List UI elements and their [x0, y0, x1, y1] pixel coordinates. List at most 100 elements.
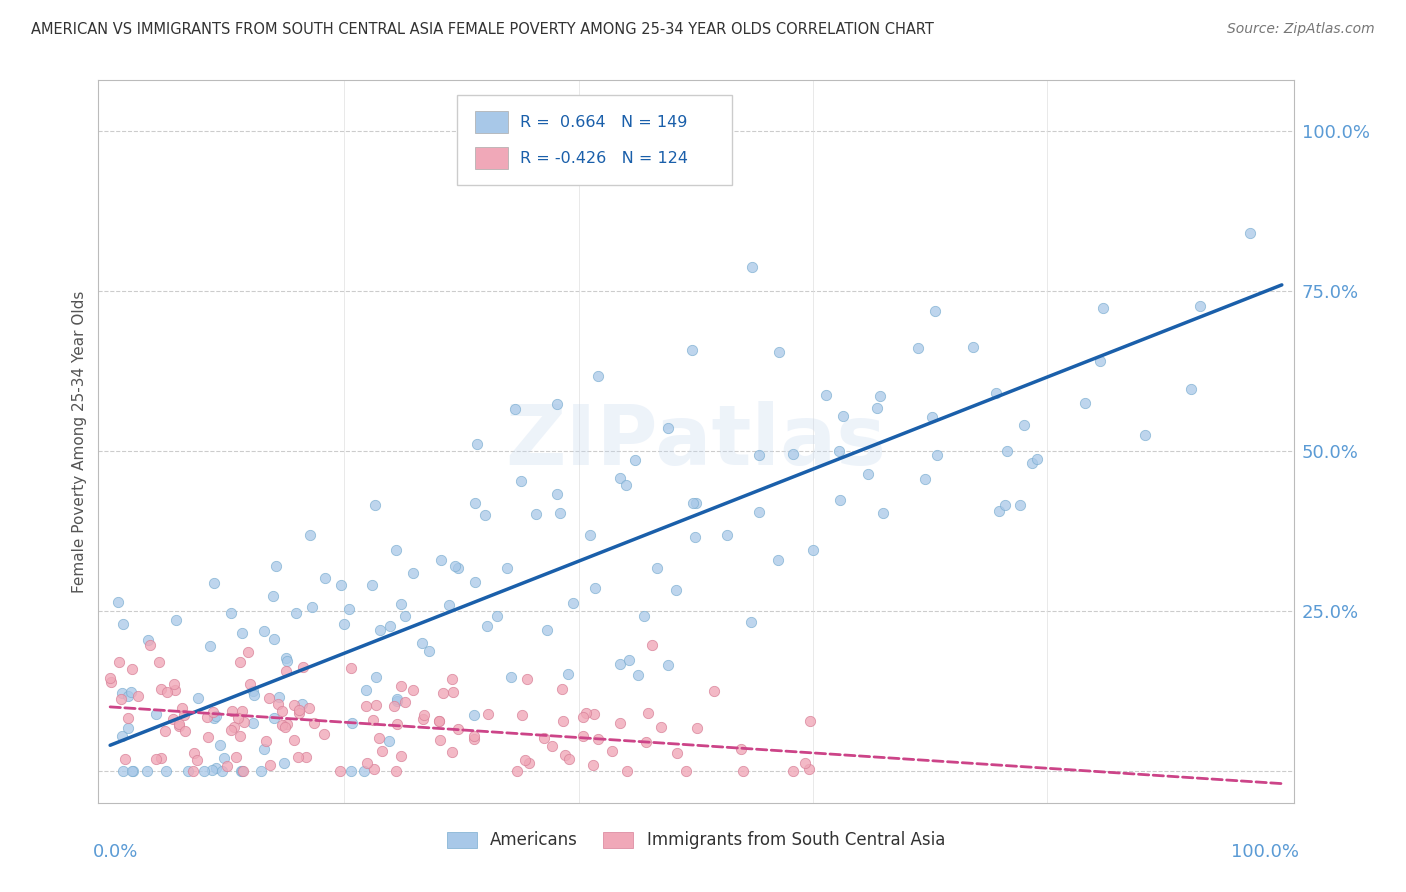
Point: [136, 764, 159, 778]
Point: [927, 448, 949, 462]
Point: [356, 756, 378, 770]
Point: [609, 657, 631, 671]
Point: [242, 688, 264, 702]
Point: [782, 764, 804, 778]
Point: [517, 756, 540, 770]
Point: [583, 706, 606, 721]
Point: [340, 716, 363, 731]
Point: [474, 508, 496, 523]
Point: [499, 670, 522, 684]
Text: R =  0.664   N = 149: R = 0.664 N = 149: [520, 115, 688, 129]
Point: [353, 764, 375, 778]
Point: [741, 260, 763, 275]
Point: [394, 608, 416, 623]
Point: [510, 708, 533, 723]
Point: [174, 723, 197, 738]
Point: [1239, 226, 1261, 240]
Point: [110, 692, 132, 706]
Point: [634, 735, 657, 749]
Point: [831, 409, 853, 424]
Point: [121, 764, 143, 778]
Point: [283, 698, 305, 712]
Point: [225, 749, 247, 764]
Point: [799, 762, 821, 776]
Point: [432, 686, 454, 700]
Point: [586, 369, 609, 384]
Point: [907, 341, 929, 355]
Point: [801, 542, 824, 557]
Point: [794, 756, 817, 770]
Point: [1088, 354, 1111, 368]
Point: [685, 496, 707, 510]
Point: [195, 710, 218, 724]
Point: [267, 697, 290, 711]
Point: [513, 753, 536, 767]
Point: [257, 690, 280, 705]
Point: [187, 691, 209, 706]
Point: [177, 764, 200, 778]
Point: [364, 670, 387, 684]
Point: [440, 745, 463, 759]
Point: [183, 747, 205, 761]
Point: [440, 672, 463, 686]
Point: [193, 764, 215, 778]
Point: [330, 578, 353, 592]
Point: [340, 661, 363, 675]
Point: [579, 528, 602, 542]
Point: [994, 498, 1017, 512]
Point: [921, 409, 943, 424]
Point: [872, 506, 894, 520]
Point: [242, 715, 264, 730]
Point: [201, 706, 224, 720]
Point: [572, 710, 595, 724]
Point: [368, 623, 391, 637]
Point: [264, 559, 287, 574]
Point: [121, 662, 143, 676]
Point: [202, 711, 225, 725]
Point: [583, 581, 606, 595]
Point: [444, 559, 467, 574]
Point: [167, 719, 190, 733]
Point: [219, 607, 242, 621]
Point: [609, 470, 631, 484]
Point: [541, 739, 564, 753]
Point: [924, 304, 946, 318]
Point: [295, 749, 318, 764]
Point: [186, 753, 208, 767]
Point: [1010, 498, 1032, 512]
Point: [869, 389, 891, 403]
Point: [582, 758, 605, 772]
Point: [768, 552, 790, 566]
Point: [533, 731, 555, 745]
Point: [558, 752, 581, 766]
Point: [150, 750, 173, 764]
Point: [665, 583, 688, 598]
Point: [356, 698, 378, 713]
Point: [242, 684, 264, 698]
Y-axis label: Female Poverty Among 25-34 Year Olds: Female Poverty Among 25-34 Year Olds: [72, 291, 87, 592]
Point: [637, 706, 659, 720]
Point: [361, 577, 384, 591]
Point: [377, 733, 399, 747]
Point: [276, 717, 298, 731]
Point: [524, 507, 547, 521]
Point: [768, 345, 790, 359]
Text: AMERICAN VS IMMIGRANTS FROM SOUTH CENTRAL ASIA FEMALE POVERTY AMONG 25-34 YEAR O: AMERICAN VS IMMIGRANTS FROM SOUTH CENTRA…: [31, 22, 934, 37]
Point: [221, 704, 243, 718]
Point: [232, 764, 254, 778]
Point: [1092, 301, 1115, 315]
Point: [650, 720, 672, 734]
Point: [224, 720, 246, 734]
Point: [641, 638, 664, 652]
Point: [600, 744, 623, 758]
Point: [463, 707, 485, 722]
Bar: [475, 147, 509, 169]
Point: [197, 730, 219, 744]
Point: [371, 744, 394, 758]
Point: [153, 723, 176, 738]
Point: [111, 617, 134, 632]
Point: [703, 684, 725, 698]
Point: [995, 444, 1018, 458]
Point: [1021, 456, 1043, 470]
Point: [107, 595, 129, 609]
